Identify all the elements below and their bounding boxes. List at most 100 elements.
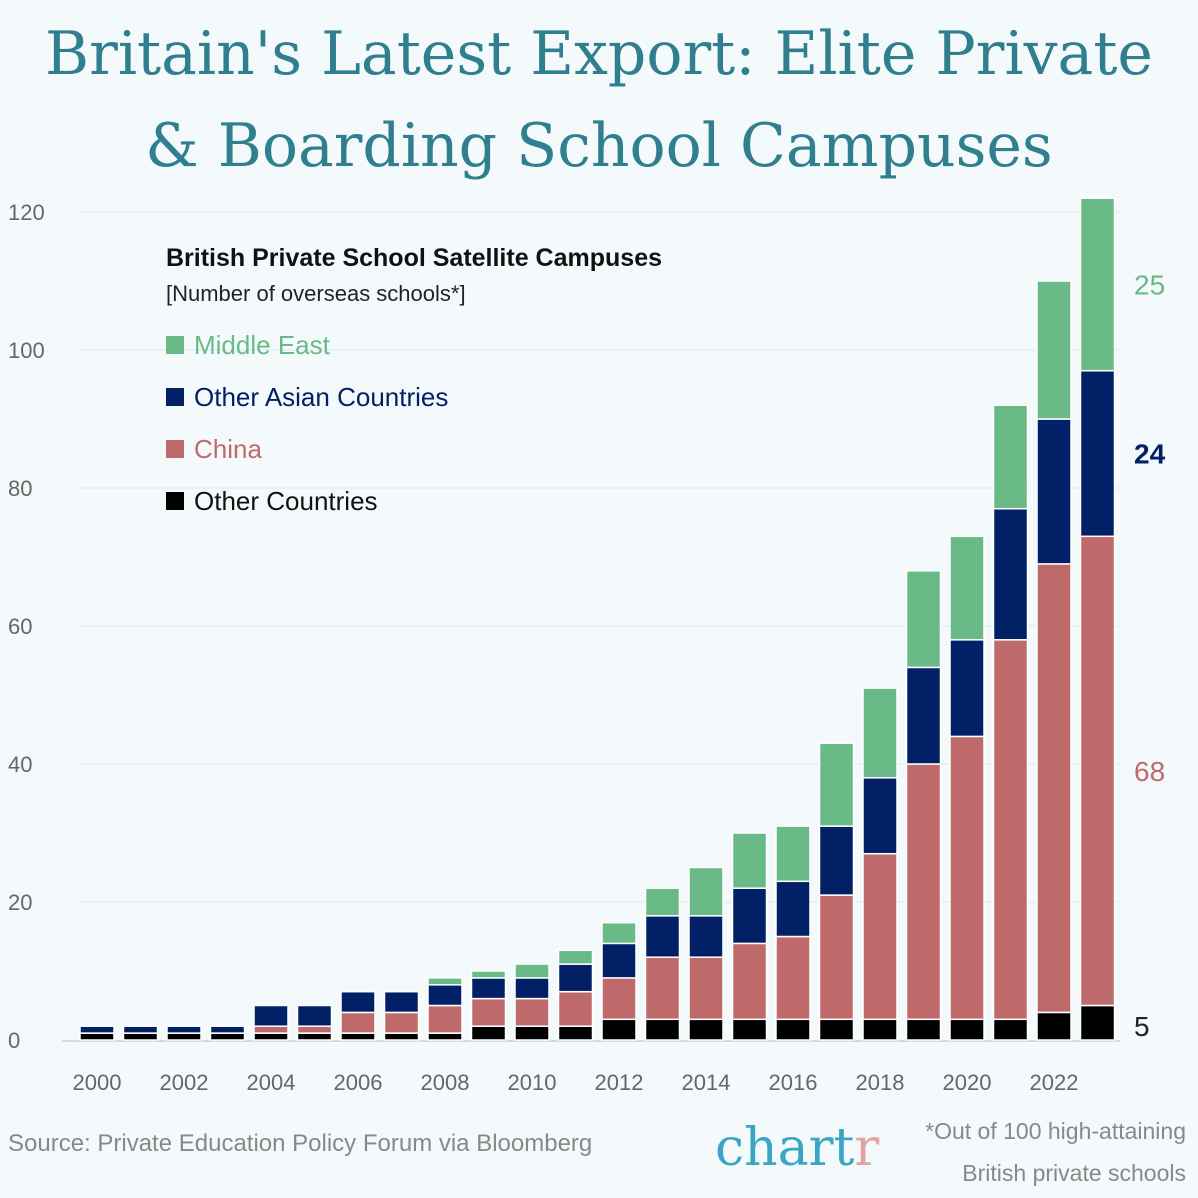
end-label-other-countries: 5: [1134, 1011, 1150, 1042]
bar-segment-middle-east: [688, 866, 724, 917]
bar-segment-china: [383, 1011, 420, 1034]
footnote-line-2: British private schools: [962, 1160, 1186, 1186]
y-tick-label: 20: [8, 890, 32, 915]
bar-segment-other-asian-countries: [1079, 369, 1116, 538]
bar-segment-other-asian-countries: [166, 1025, 202, 1034]
bar-segment-china: [775, 935, 811, 1021]
bar-segment-china: [601, 977, 637, 1021]
bar-segment-middle-east: [949, 535, 985, 641]
footnote: *Out of 100 high-attaining British privat…: [925, 1110, 1186, 1194]
bar-segment-china: [340, 1011, 376, 1034]
x-tick-label: 2014: [682, 1070, 731, 1095]
end-label-middle-east: 25: [1134, 269, 1165, 300]
bar-segment-other-asian-countries: [949, 639, 985, 738]
bar-segment-china: [644, 956, 681, 1021]
bar-segment-other-countries: [949, 1018, 985, 1041]
bar-segment-other-countries: [296, 1032, 333, 1041]
legend-label: Other Asian Countries: [194, 381, 449, 412]
bar-segment-other-asian-countries: [905, 666, 942, 765]
legend-swatch: [166, 492, 184, 510]
bar-segment-china: [949, 735, 985, 1021]
bar-segment-other-asian-countries: [644, 915, 681, 958]
legend-label: China: [194, 433, 262, 464]
x-tick-label: 2016: [769, 1070, 818, 1095]
source-note: Source: Private Education Policy Forum v…: [8, 1130, 593, 1157]
chart-title: British Private School Satellite Campuse…: [166, 244, 662, 272]
bar-segment-other-countries: [383, 1032, 420, 1041]
legend-label: Middle East: [194, 329, 330, 360]
bar-segment-middle-east: [862, 687, 898, 779]
bar-segment-other-countries: [775, 1018, 811, 1041]
legend-swatch: [166, 336, 184, 354]
x-tick-label: 2004: [247, 1070, 296, 1095]
bar-segment-middle-east: [427, 977, 463, 986]
bar-segment-china: [905, 763, 942, 1021]
bar-segment-china: [818, 894, 855, 1021]
legend-swatch: [166, 440, 184, 458]
legend-item-china: China: [166, 423, 662, 475]
end-label-china: 68: [1134, 756, 1165, 787]
bar-segment-middle-east: [1079, 197, 1116, 372]
y-tick-label: 100: [8, 338, 45, 363]
bar-segment-other-asian-countries: [209, 1025, 246, 1034]
bar-segment-other-asian-countries: [992, 507, 1029, 641]
legend-item-other-countries: Other Countries: [166, 475, 662, 527]
x-tick-label: 2018: [856, 1070, 905, 1095]
bar-segment-other-countries: [1036, 1011, 1072, 1041]
bar-segment-other-countries: [731, 1018, 768, 1041]
bar-segment-other-countries: [688, 1018, 724, 1041]
bar-segment-other-asian-countries: [340, 990, 376, 1014]
bar-segment-other-countries: [166, 1032, 202, 1041]
bar-segment-middle-east: [470, 970, 507, 979]
bar-segment-middle-east: [818, 742, 855, 827]
legend-swatch: [166, 388, 184, 406]
bar-segment-other-countries: [862, 1018, 898, 1041]
end-label-other-asian-countries: 24: [1134, 439, 1166, 470]
bar-segment-china: [992, 639, 1029, 1021]
bar-segment-other-asian-countries: [79, 1025, 115, 1034]
bar-segment-other-countries: [253, 1032, 289, 1041]
x-tick-label: 2006: [334, 1070, 383, 1095]
bar-segment-other-asian-countries: [818, 825, 855, 896]
bar-segment-china: [470, 997, 507, 1027]
y-tick-label: 80: [8, 476, 32, 501]
bar-segment-china: [557, 990, 594, 1027]
legend-item-other-asian: Other Asian Countries: [166, 371, 662, 423]
bar-segment-china: [1036, 563, 1072, 1014]
bar-segment-middle-east: [905, 570, 942, 669]
legend-item-middle-east: Middle East: [166, 319, 662, 371]
bar-segment-middle-east: [1036, 280, 1072, 420]
bar-segment-other-countries: [905, 1018, 942, 1041]
logo-main: chart: [715, 1118, 855, 1178]
bar-segment-other-asian-countries: [688, 915, 724, 958]
y-tick-label: 40: [8, 752, 32, 777]
bar-segment-other-asian-countries: [601, 942, 637, 979]
x-tick-label: 2022: [1030, 1070, 1079, 1095]
bar-segment-china: [296, 1025, 333, 1034]
bar-segment-other-countries: [992, 1018, 1029, 1041]
bar-segment-other-asian-countries: [122, 1025, 159, 1034]
bar-segment-middle-east: [731, 832, 768, 889]
bar-segment-other-asian-countries: [557, 963, 594, 993]
bar-segment-other-asian-countries: [1036, 418, 1072, 565]
bar-segment-other-countries: [1079, 1004, 1116, 1041]
bar-segment-middle-east: [992, 404, 1029, 510]
x-tick-label: 2002: [160, 1070, 209, 1095]
bar-segment-china: [731, 942, 768, 1021]
bar-segment-china: [688, 956, 724, 1021]
title-line-2: & Boarding School Campuses: [145, 111, 1053, 181]
bar-segment-china: [253, 1025, 289, 1034]
bar-segment-other-asian-countries: [383, 990, 420, 1014]
bar-segment-other-countries: [644, 1018, 681, 1041]
legend: British Private School Satellite Campuse…: [166, 244, 662, 527]
x-tick-label: 2008: [421, 1070, 470, 1095]
legend-label: Other Countries: [194, 485, 378, 516]
bar-segment-other-asian-countries: [253, 1004, 289, 1027]
chart-subtitle: [Number of overseas schools*]: [166, 281, 466, 306]
bar-segment-middle-east: [557, 949, 594, 965]
bar-segment-other-asian-countries: [470, 977, 507, 1000]
chartr-logo: chartr: [715, 1118, 879, 1178]
logo-accent: r: [854, 1118, 880, 1178]
bar-segment-other-countries: [340, 1032, 376, 1041]
y-tick-label: 0: [8, 1028, 20, 1053]
